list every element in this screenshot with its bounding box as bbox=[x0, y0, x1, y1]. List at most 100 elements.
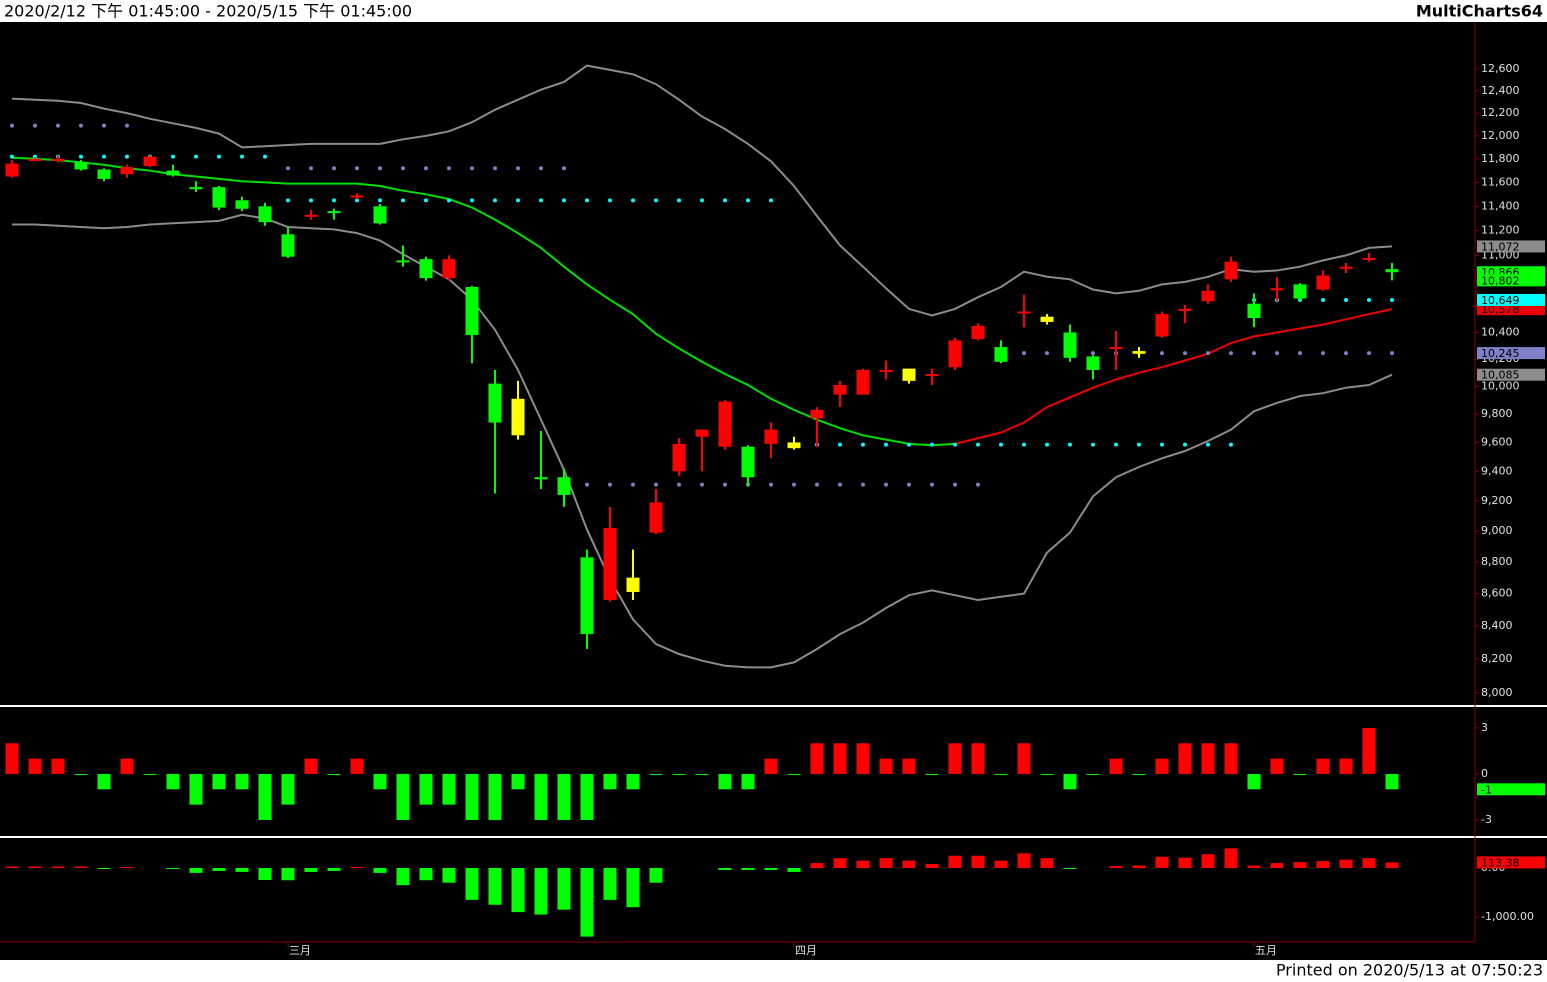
level-dot bbox=[10, 123, 14, 128]
histogram-bar bbox=[51, 758, 65, 774]
histogram-bar bbox=[1040, 773, 1054, 775]
level-dot bbox=[1206, 442, 1210, 447]
candle-body bbox=[695, 429, 709, 437]
histogram-bar bbox=[971, 855, 985, 868]
y-tick-label: -1,000.00 bbox=[1481, 910, 1534, 923]
histogram-bar bbox=[1063, 773, 1077, 790]
level-dot bbox=[1022, 442, 1026, 447]
level-dot bbox=[194, 154, 198, 159]
histogram-bar bbox=[649, 773, 663, 775]
y-tick-label: 12,400 bbox=[1481, 84, 1520, 97]
candle-body bbox=[1362, 257, 1376, 260]
band-line bbox=[954, 308, 1393, 445]
candle-body bbox=[442, 259, 456, 279]
y-tick-label: 12,200 bbox=[1481, 106, 1520, 119]
candle-body bbox=[281, 234, 295, 257]
y-tick-label: 11,800 bbox=[1481, 152, 1520, 165]
value-marker bbox=[1477, 347, 1545, 360]
level-dot bbox=[907, 482, 911, 487]
level-dot bbox=[539, 198, 543, 203]
level-dot bbox=[378, 198, 382, 203]
histogram-bar bbox=[672, 773, 686, 775]
candle-body bbox=[511, 398, 525, 436]
histogram-bar bbox=[971, 743, 985, 774]
candle-body bbox=[74, 162, 88, 170]
histogram-bar bbox=[649, 867, 663, 883]
candle-body bbox=[1270, 288, 1284, 291]
histogram-bar bbox=[1293, 862, 1307, 868]
histogram-bar bbox=[626, 867, 640, 908]
candle-body bbox=[1155, 314, 1169, 337]
histogram-bar bbox=[994, 860, 1008, 868]
level-dot bbox=[1206, 351, 1210, 356]
y-tick-label: 9,400 bbox=[1481, 464, 1513, 477]
histogram-bar bbox=[74, 866, 88, 868]
histogram-bar bbox=[281, 867, 295, 881]
histogram-bar bbox=[902, 860, 916, 868]
histogram-bar bbox=[235, 867, 249, 872]
candle-body bbox=[626, 577, 640, 592]
level-dot bbox=[976, 442, 980, 447]
histogram-bar bbox=[948, 743, 962, 774]
level-dot bbox=[1321, 351, 1325, 356]
level-dot bbox=[1344, 351, 1348, 356]
level-dot bbox=[654, 198, 658, 203]
candle-body bbox=[189, 187, 203, 190]
level-dot bbox=[1045, 442, 1049, 447]
histogram-bar bbox=[1132, 865, 1146, 868]
value-marker-label: 11,072 bbox=[1481, 240, 1520, 253]
histogram-bar bbox=[603, 773, 617, 790]
level-dot bbox=[1160, 442, 1164, 447]
histogram-bar bbox=[350, 867, 364, 869]
histogram-bar bbox=[465, 867, 479, 900]
value-marker bbox=[1477, 368, 1545, 381]
candle-body bbox=[1086, 356, 1100, 370]
histogram-bar bbox=[166, 867, 180, 869]
histogram-bar bbox=[718, 867, 732, 870]
candle-body bbox=[741, 446, 755, 478]
level-dot bbox=[355, 198, 359, 203]
candle-body bbox=[1247, 303, 1261, 319]
histogram-bar bbox=[1362, 727, 1376, 774]
value-marker bbox=[1477, 303, 1545, 316]
histogram-bar bbox=[1178, 743, 1192, 774]
histogram-bar bbox=[902, 758, 916, 774]
histogram-bar bbox=[442, 773, 456, 805]
histogram-bar bbox=[1201, 743, 1215, 774]
histogram-bar bbox=[350, 758, 364, 774]
histogram-bar bbox=[373, 773, 387, 790]
level-dot bbox=[746, 198, 750, 203]
histogram-bar bbox=[810, 743, 824, 774]
level-dot bbox=[1321, 297, 1325, 302]
candle-body bbox=[764, 429, 778, 444]
candle-body bbox=[1063, 332, 1077, 358]
footer-bar bbox=[0, 960, 1547, 982]
value-marker-label: -1 bbox=[1481, 783, 1492, 796]
candle-body bbox=[1017, 311, 1031, 314]
level-dot bbox=[1091, 442, 1095, 447]
histogram-bar bbox=[1224, 743, 1238, 774]
histogram-bar bbox=[718, 773, 732, 790]
candle-body bbox=[1132, 351, 1146, 354]
y-tick-label: 9,000 bbox=[1481, 524, 1513, 537]
histogram-bar bbox=[810, 863, 824, 868]
candle-body bbox=[879, 369, 893, 372]
histogram-bar bbox=[948, 855, 962, 868]
histogram-bar bbox=[1178, 857, 1192, 868]
histogram-bar bbox=[1270, 758, 1284, 774]
y-tick-label: 8,000 bbox=[1481, 686, 1513, 699]
histogram-bar bbox=[1017, 853, 1031, 868]
histogram-bar bbox=[304, 758, 318, 774]
histogram-bar bbox=[1339, 859, 1353, 868]
level-dot bbox=[516, 198, 520, 203]
histogram-bar bbox=[1385, 773, 1399, 790]
level-dot bbox=[516, 166, 520, 171]
histogram-bar bbox=[603, 867, 617, 900]
level-dot bbox=[1183, 442, 1187, 447]
candle-body bbox=[1385, 269, 1399, 273]
candle-body bbox=[718, 401, 732, 447]
candle-body bbox=[1040, 316, 1054, 322]
candle-body bbox=[534, 477, 548, 480]
